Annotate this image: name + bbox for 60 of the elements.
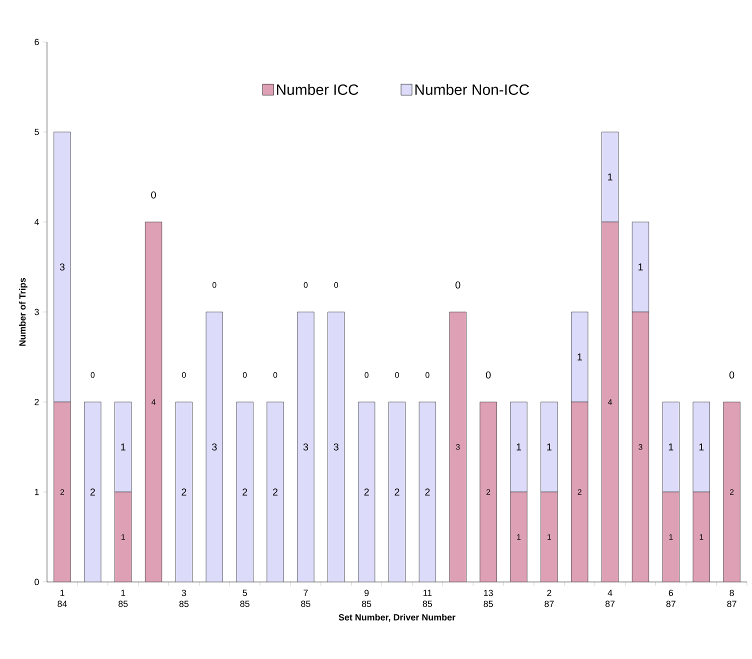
- legend-label: Number ICC: [277, 84, 358, 95]
- x-tick-label: 1 85: [118, 590, 128, 607]
- data-label: 0: [151, 191, 156, 199]
- bar: [266, 402, 284, 582]
- data-label: 3: [303, 443, 308, 451]
- data-label: 1: [121, 444, 126, 450]
- data-label: 3: [60, 263, 65, 271]
- y-tick-label: 2: [34, 398, 39, 406]
- x-tick-label: 2 87: [544, 590, 554, 608]
- data-label: 1: [668, 444, 674, 450]
- x-tick-label: 4 87: [605, 590, 615, 607]
- data-label: 2: [90, 488, 95, 496]
- data-label: 1: [638, 264, 643, 270]
- x-tick-label: 11 85: [422, 590, 432, 607]
- data-label: 2: [182, 488, 186, 496]
- x-tick-label: 3 85: [179, 590, 189, 608]
- x-tick-label: 8 87: [727, 590, 736, 608]
- y-tick-label: 6: [34, 38, 39, 46]
- data-label: 3: [334, 443, 338, 451]
- bar: [358, 402, 376, 582]
- bar: [480, 402, 497, 582]
- data-label: 0: [486, 371, 491, 379]
- bar: [328, 312, 345, 582]
- bar: [449, 312, 466, 582]
- y-tick-label: 3: [34, 308, 39, 316]
- x-tick-label: 5 85: [240, 590, 250, 607]
- data-label: 2: [425, 488, 430, 496]
- x-tick-label: 1 84: [58, 590, 67, 607]
- data-label: 3: [212, 443, 217, 451]
- data-label: 0: [456, 281, 460, 289]
- data-label: 1: [547, 444, 552, 450]
- x-tick-label: 6 87: [666, 590, 676, 608]
- y-tick-label: 0: [34, 578, 39, 586]
- bar: [418, 402, 436, 582]
- x-tick-label: 7 85: [301, 590, 310, 607]
- bar: [144, 222, 162, 582]
- y-axis-title: Number of Trips: [19, 278, 28, 346]
- y-tick-label: 5: [34, 128, 39, 136]
- x-axis-title: Set Number, Driver Number: [338, 614, 456, 622]
- y-tick-label: 4: [34, 218, 39, 226]
- data-label: 2: [364, 488, 369, 496]
- bar: [236, 402, 254, 582]
- bar: [206, 312, 223, 582]
- data-label: 2: [394, 488, 400, 496]
- data-label: 1: [516, 444, 522, 450]
- bar: [175, 402, 193, 582]
- bar: [297, 312, 314, 582]
- data-label: 1: [608, 174, 612, 180]
- legend-label: Number Non-ICC: [415, 84, 530, 95]
- data-label: 1: [699, 444, 704, 450]
- bar: [84, 402, 102, 582]
- data-label: 0: [729, 371, 734, 379]
- bar: [388, 402, 406, 582]
- data-label: 2: [242, 488, 248, 496]
- bar: [723, 402, 740, 582]
- x-tick-label: 9 85: [362, 590, 372, 608]
- x-tick-label: 13 85: [484, 590, 493, 608]
- y-tick-label: 1: [34, 488, 39, 496]
- data-label: 2: [273, 488, 278, 496]
- data-label: 1: [578, 354, 582, 360]
